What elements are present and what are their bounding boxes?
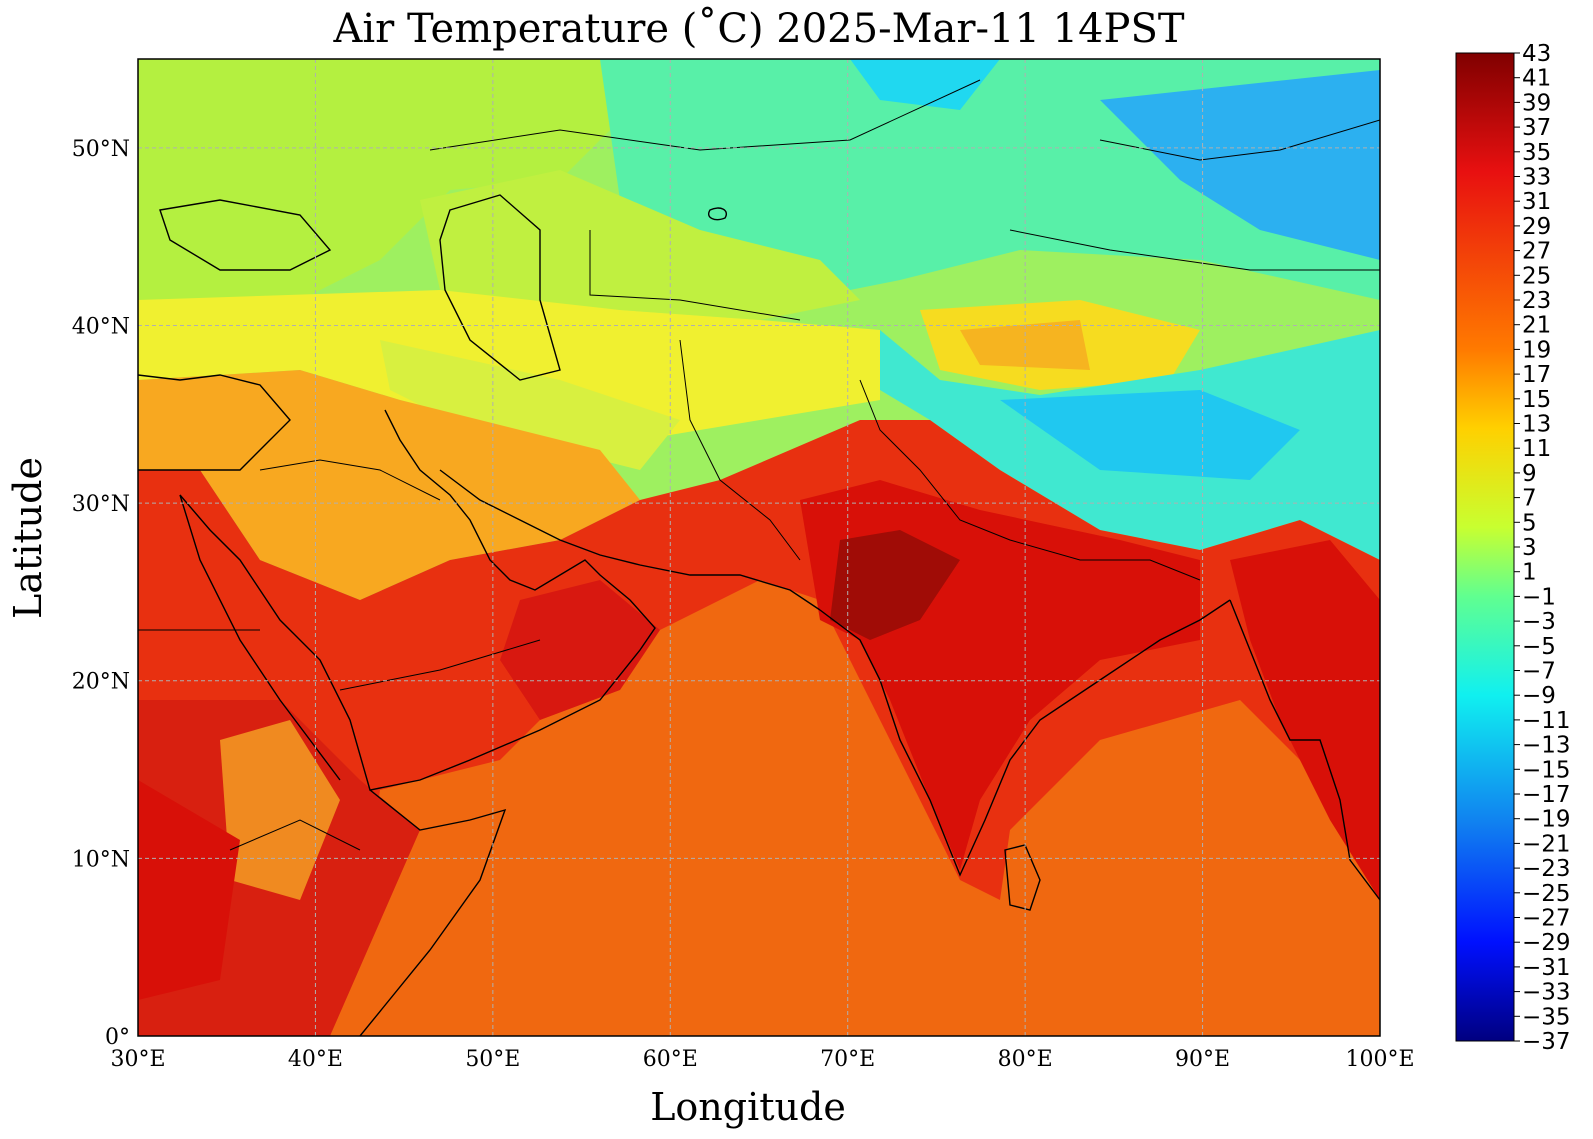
colorbar-tick-label: 23 — [1522, 288, 1551, 314]
field-tarim-core — [960, 320, 1090, 370]
colorbar-tick-label: 37 — [1522, 115, 1551, 141]
colorbar-tick-label: 43 — [1522, 41, 1551, 67]
lon-tick-label: 90°E — [1175, 1047, 1230, 1072]
colorbar-tick-label: 29 — [1522, 214, 1551, 240]
myanmar-coast — [1229, 599, 1380, 901]
colorbar-tick-label: 21 — [1522, 313, 1551, 339]
colorbar-tick-label: 33 — [1522, 165, 1551, 191]
lat-tick-label: 50°N — [72, 137, 130, 162]
colorbar-tick-label: 11 — [1522, 436, 1551, 462]
colorbar-tick-label: −19 — [1522, 807, 1571, 833]
lat-tick-label: 0° — [105, 1025, 130, 1050]
gridlines — [138, 59, 1380, 1036]
colorbar-tick-label: −11 — [1522, 708, 1571, 734]
colorbar — [1455, 52, 1515, 1042]
field-south-africa — [138, 780, 240, 1000]
y-ticks: 0° 10°N 20°N 30°N 40°N 50°N — [72, 137, 130, 1050]
colorbar-tick-label: −21 — [1522, 831, 1571, 857]
field-india-hottest — [830, 530, 960, 640]
colorbar-tick-label: −17 — [1522, 782, 1571, 808]
lon-tick-label: 30°E — [110, 1047, 165, 1072]
lon-tick-label: 70°E — [820, 1047, 875, 1072]
colorbar-tick-label: 39 — [1522, 90, 1551, 116]
colorbar-tick-label: −15 — [1522, 757, 1571, 783]
colorbar-tick-label: −23 — [1522, 856, 1571, 882]
lon-tick-label: 100°E — [1345, 1047, 1414, 1072]
colorbar-tick-label: −1 — [1522, 584, 1556, 610]
map-field — [138, 59, 1380, 1036]
colorbar-tick-label: −5 — [1522, 634, 1556, 660]
field-mongolia-cold — [1100, 70, 1380, 260]
map-title: Air Temperature (˚C) 2025-Mar-11 14PST — [333, 6, 1185, 52]
colorbar-tick-label: 31 — [1522, 189, 1551, 215]
aral — [708, 207, 727, 221]
colorbar-tick-label: 13 — [1522, 412, 1551, 438]
colorbar-tick-label: 5 — [1522, 510, 1537, 536]
med-coast — [138, 374, 291, 471]
field-myanmar — [1230, 540, 1380, 900]
colorbar-tick-label: 25 — [1522, 263, 1551, 289]
colorbar-ticks: 434139373533312927252321191715131197531−… — [1514, 41, 1571, 1055]
lon-tick-label: 50°E — [465, 1047, 520, 1072]
arabia-coast — [179, 409, 656, 791]
colorbar-tick-label: 17 — [1522, 362, 1551, 388]
x-ticks: 30°E 40°E 50°E 60°E 70°E 80°E 90°E 100°E — [110, 1047, 1414, 1072]
colorbar-tick-label: −27 — [1522, 906, 1571, 932]
colorbar-tick-label: 27 — [1522, 239, 1551, 265]
field-zagros — [380, 340, 680, 470]
field-yellow-belt — [138, 290, 880, 440]
sri-lanka — [1004, 844, 1041, 911]
india-coast — [819, 599, 1231, 877]
colorbar-tick-label: −9 — [1522, 683, 1556, 709]
colorbar-tick-label: −31 — [1522, 955, 1571, 981]
lat-tick-label: 30°N — [72, 492, 130, 517]
field-northwest-green — [138, 59, 620, 300]
field-kazakh — [420, 170, 860, 320]
horn-coast — [359, 789, 507, 1036]
field-oman — [500, 580, 660, 720]
x-axis-label: Longitude — [650, 1085, 846, 1129]
colorbar-tick-label: −25 — [1522, 881, 1571, 907]
map-frame — [137, 58, 1381, 1037]
borders — [138, 79, 1380, 851]
colorbar-tick-label: −35 — [1522, 1004, 1571, 1030]
colorbar-tick-label: 1 — [1522, 560, 1537, 586]
lon-tick-label: 40°E — [288, 1047, 343, 1072]
lat-tick-label: 20°N — [72, 670, 130, 695]
colorbar-tick-label: −33 — [1522, 980, 1571, 1006]
lat-tick-label: 40°N — [72, 314, 130, 339]
lon-tick-label: 60°E — [643, 1047, 698, 1072]
field-far-cold — [850, 59, 1000, 110]
colorbar-tick-label: 9 — [1522, 461, 1537, 487]
colorbar-tick-label: −29 — [1522, 930, 1571, 956]
colorbar-tick-label: 15 — [1522, 387, 1551, 413]
colorbar-tick-label: −37 — [1522, 1029, 1571, 1055]
persian-gulf-coast — [439, 469, 821, 611]
colorbar-tick-label: −3 — [1522, 609, 1556, 635]
colorbar-tick-label: 7 — [1522, 486, 1537, 512]
field-tibet-colder — [1000, 390, 1300, 480]
colorbar-tick-label: 19 — [1522, 337, 1551, 363]
lon-tick-label: 80°E — [998, 1047, 1053, 1072]
colorbar-tick-label: 41 — [1522, 66, 1551, 92]
black-sea — [159, 199, 332, 271]
colorbar-tick-label: −7 — [1522, 659, 1556, 685]
lat-tick-label: 10°N — [72, 847, 130, 872]
colorbar-tick-label: 3 — [1522, 535, 1537, 561]
field-arabia — [138, 370, 640, 600]
field-ethiopia — [220, 720, 340, 900]
colorbar-tick-label: −13 — [1522, 733, 1571, 759]
colorbar-tick-label: 35 — [1522, 140, 1551, 166]
caspian — [439, 194, 561, 381]
